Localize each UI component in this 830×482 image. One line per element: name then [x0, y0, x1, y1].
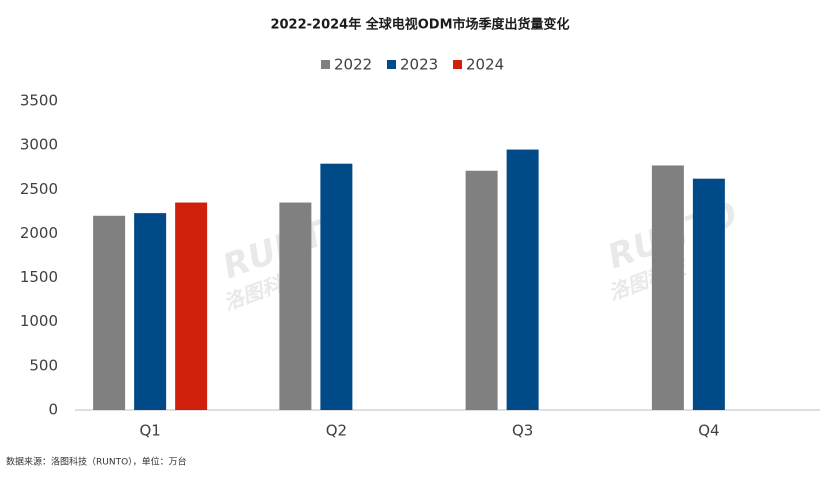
y-tick-label: 1000 [20, 312, 58, 330]
legend-swatch [453, 60, 462, 69]
legend-label: 2022 [334, 56, 372, 74]
y-tick-label: 0 [48, 401, 58, 419]
legend-swatch [321, 60, 330, 69]
y-tick-label: 1500 [20, 268, 58, 286]
bar [175, 202, 208, 410]
bar [93, 215, 126, 410]
legend-label: 2024 [466, 56, 504, 74]
bar [279, 202, 312, 410]
source-note: 数据来源：洛图科技（RUNTO），单位：万台 [6, 456, 187, 468]
bar [692, 178, 725, 410]
bar [651, 165, 684, 410]
bar [465, 170, 498, 410]
bar [506, 149, 539, 411]
x-tick-label: Q1 [139, 422, 160, 440]
y-tick-label: 500 [29, 356, 58, 374]
y-tick-label: 3500 [20, 92, 58, 110]
y-tick-label: 3000 [20, 136, 58, 154]
x-tick-label: Q4 [698, 422, 719, 440]
bar [320, 163, 353, 410]
x-tick-label: Q3 [512, 422, 533, 440]
chart-title: 2022-2024年 全球电视ODM市场季度出货量变化 [270, 17, 569, 33]
legend-swatch [387, 60, 396, 69]
legend-label: 2023 [400, 56, 438, 74]
x-tick-label: Q2 [326, 422, 347, 440]
y-tick-label: 2000 [20, 224, 58, 242]
bar [134, 213, 167, 410]
y-tick-label: 2500 [20, 180, 58, 198]
